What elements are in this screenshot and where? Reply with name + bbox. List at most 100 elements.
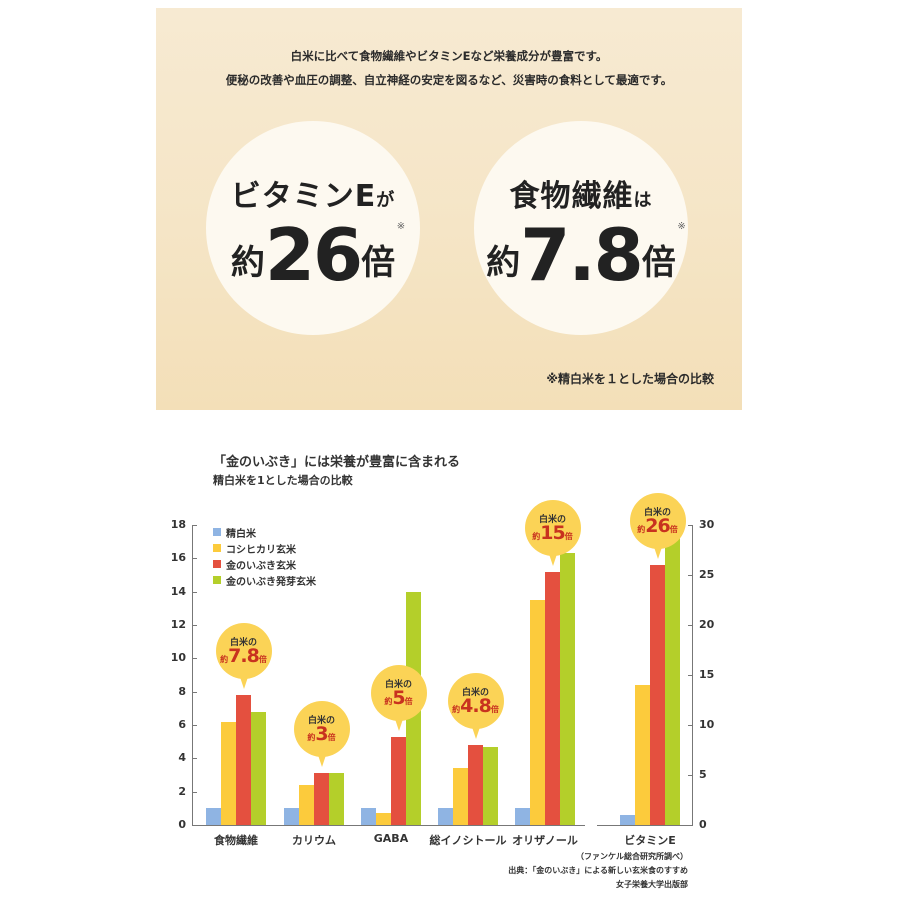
circle-number: 26 bbox=[264, 213, 363, 297]
bar-4 bbox=[329, 773, 344, 825]
category-label: オリザノール bbox=[512, 834, 578, 847]
intro-text: 白米に比べて食物繊維やビタミンEなど栄養成分が豊富です。 便秘の改善や血圧の調整… bbox=[156, 44, 742, 92]
legend-item: コシヒカリ玄米 bbox=[213, 540, 316, 556]
bar-2 bbox=[376, 813, 391, 825]
comparison-footnote: ※精白米を１とした場合の比較 bbox=[546, 372, 714, 386]
bar-3 bbox=[650, 565, 665, 825]
bar-1 bbox=[206, 808, 221, 825]
callout-value: 約7.8倍 bbox=[220, 645, 267, 667]
intro-line-2: 便秘の改善や血圧の調整、自立神経の安定を図るなど、災害時の食料として最適です。 bbox=[225, 73, 673, 87]
y2-tick bbox=[688, 825, 693, 826]
legend-swatch bbox=[213, 576, 221, 584]
legend-item: 精白米 bbox=[213, 524, 316, 540]
y2-tick-label: 0 bbox=[699, 818, 707, 831]
callout-bubble: 白米の 約7.8倍 bbox=[215, 623, 272, 689]
y-tick-label: 0 bbox=[178, 818, 186, 831]
circle-suffix: 倍 bbox=[641, 243, 676, 283]
callout-bubble: 白米の 約15倍 bbox=[524, 499, 581, 566]
y2-tick-label: 10 bbox=[699, 718, 715, 731]
bar-1 bbox=[515, 808, 530, 825]
y-tick bbox=[192, 725, 197, 726]
legend-swatch bbox=[213, 528, 221, 536]
bar-3 bbox=[391, 736, 406, 825]
circle-suffix: 倍 bbox=[361, 243, 396, 283]
y-tick bbox=[192, 525, 197, 526]
x-axis-baseline-vitamin-e bbox=[597, 825, 693, 826]
y-tick bbox=[192, 625, 197, 626]
circle-particle: が bbox=[376, 190, 396, 211]
bar-3 bbox=[314, 773, 329, 825]
callout-label: 白米の bbox=[307, 716, 335, 727]
circle-prefix: 約 bbox=[486, 243, 521, 283]
y-tick-label: 2 bbox=[178, 784, 186, 798]
callout-label: 白米の bbox=[461, 688, 489, 698]
y-tick-label: 4 bbox=[178, 751, 186, 765]
circle-particle: は bbox=[633, 190, 653, 211]
y-tick bbox=[192, 691, 197, 693]
y-tick bbox=[192, 758, 197, 760]
y-tick-label: 8 bbox=[178, 684, 186, 698]
y-tick bbox=[192, 791, 197, 793]
bar-2 bbox=[530, 600, 545, 825]
y2-tick-label: 25 bbox=[699, 568, 715, 581]
y2-tick bbox=[688, 675, 693, 676]
y-tick bbox=[192, 591, 197, 593]
source-line-2: 出典：「金のいぶき」による新しい玄米食のすすめ bbox=[508, 866, 688, 875]
y2-tick bbox=[688, 625, 693, 626]
y-tick-label: 10 bbox=[170, 651, 186, 665]
callout-value: 約15倍 bbox=[532, 521, 573, 544]
legend-item: 金のいぶき発芽玄米 bbox=[213, 572, 316, 588]
circle-prefix: 約 bbox=[230, 243, 265, 283]
bar-3 bbox=[236, 695, 251, 825]
footnote-mark: ※ bbox=[396, 221, 406, 232]
y2-tick bbox=[688, 575, 693, 576]
y-tick bbox=[192, 825, 197, 826]
callout-bubble: 白米の 約4.8倍 bbox=[447, 673, 504, 739]
bar-1 bbox=[438, 808, 453, 825]
callout-value: 約5倍 bbox=[384, 686, 413, 709]
chart-subtitle: 精白米を1とした場合の比較 bbox=[213, 474, 353, 487]
y-tick bbox=[192, 558, 197, 560]
bar-4 bbox=[665, 525, 680, 825]
y-tick-label: 14 bbox=[170, 584, 186, 598]
bar-4 bbox=[560, 553, 575, 825]
callout-label: 白米の bbox=[384, 679, 412, 690]
circle-heading: ビタミンE bbox=[230, 179, 377, 214]
circle-heading: 食物繊維 bbox=[509, 179, 634, 214]
callout-value: 約26倍 bbox=[637, 515, 678, 537]
callout-value: 約4.8倍 bbox=[452, 695, 499, 717]
y-tick-label: 18 bbox=[170, 518, 186, 531]
x-axis-baseline bbox=[192, 825, 585, 826]
legend-swatch bbox=[213, 560, 221, 568]
y-tick-label: 16 bbox=[170, 551, 186, 565]
y-axis-left bbox=[192, 525, 193, 825]
circle-number: 7.8 bbox=[520, 213, 644, 297]
source-line-1: （ファンケル総合研究所調べ） bbox=[576, 852, 688, 861]
source-line-3: 女子栄養大学出版部 bbox=[616, 880, 688, 889]
y2-tick-label: 15 bbox=[699, 668, 715, 681]
category-label: GABA bbox=[373, 832, 409, 845]
category-label: 食物繊維 bbox=[214, 834, 258, 847]
y2-tick bbox=[688, 725, 693, 726]
callout-bubble: 白米の 約26倍 bbox=[629, 493, 686, 559]
bar-1 bbox=[284, 808, 299, 825]
bar-3 bbox=[545, 571, 560, 825]
callout-label: 白米の bbox=[229, 638, 257, 648]
top-panel: 白米に比べて食物繊維やビタミンEなど栄養成分が豊富です。 便秘の改善や血圧の調整… bbox=[156, 8, 742, 410]
callout-label: 白米の bbox=[643, 508, 671, 518]
category-label: カリウム bbox=[292, 834, 336, 847]
bar-4 bbox=[251, 711, 266, 825]
y-tick-label: 12 bbox=[170, 618, 186, 631]
callout-value: 約3倍 bbox=[307, 723, 336, 746]
bar-4 bbox=[483, 746, 498, 825]
y2-tick bbox=[688, 775, 693, 776]
bar-1 bbox=[620, 815, 635, 825]
y2-tick-label: 20 bbox=[699, 618, 715, 631]
legend-swatch bbox=[213, 544, 221, 552]
callout-bubble: 白米の 約3倍 bbox=[293, 701, 350, 768]
callout-bubble: 白米の 約5倍 bbox=[370, 664, 427, 731]
footnote-mark: ※ bbox=[677, 221, 686, 232]
chart-legend: 精白米 コシヒカリ玄米 金のいぶき玄米 金のいぶき発芽玄米 bbox=[213, 524, 316, 588]
y2-tick-label: 5 bbox=[699, 768, 707, 781]
bar-2 bbox=[221, 721, 236, 825]
